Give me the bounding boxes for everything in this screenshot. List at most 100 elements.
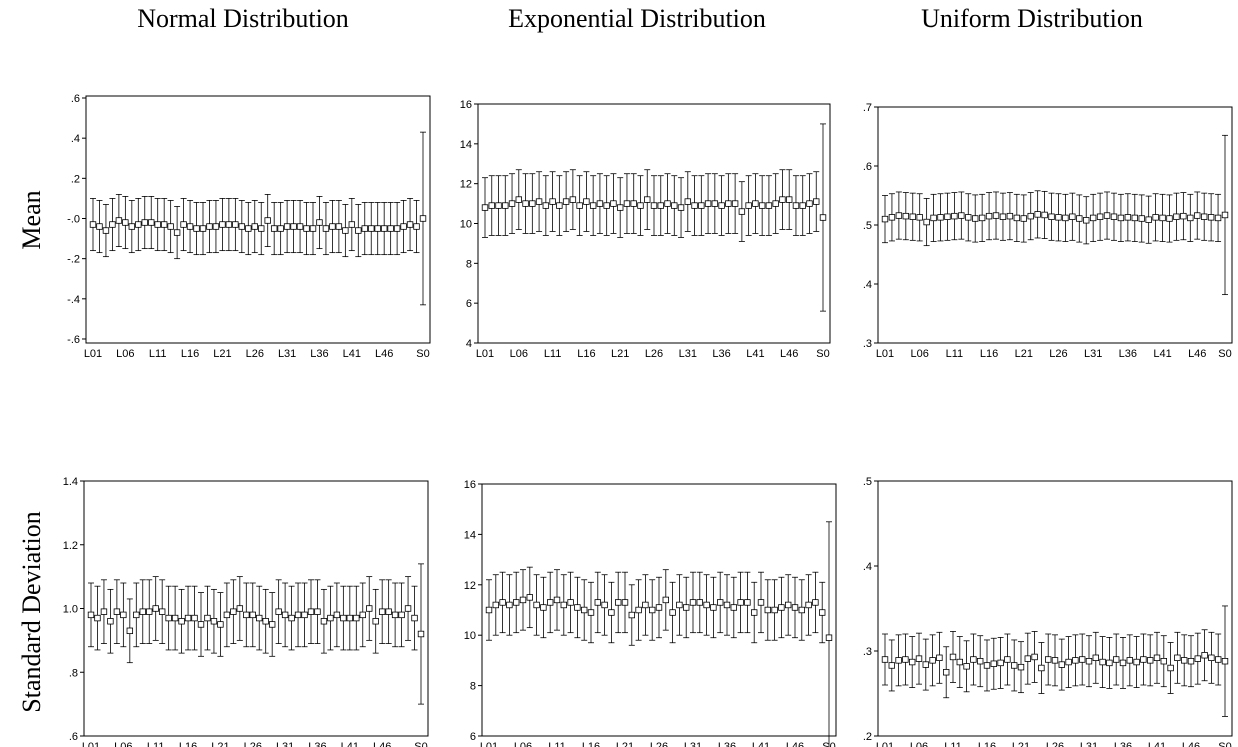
data-point — [1041, 211, 1048, 219]
data-point — [542, 202, 550, 209]
data-point — [1214, 214, 1222, 222]
data-point — [737, 599, 744, 606]
data-point — [1180, 212, 1187, 220]
data-point — [691, 202, 698, 209]
data-point — [1034, 211, 1041, 218]
x-tick-label: L21 — [213, 348, 231, 360]
data-point — [1207, 214, 1215, 221]
data-point — [288, 614, 295, 622]
data-point — [751, 609, 758, 616]
data-point — [1085, 658, 1093, 665]
data-point — [333, 611, 341, 619]
data-point — [1145, 216, 1152, 223]
data-point — [290, 223, 297, 230]
x-tick-label: L16 — [978, 741, 996, 747]
x-tick-label: L01 — [84, 348, 102, 360]
data-point — [1140, 656, 1147, 663]
data-point — [965, 214, 972, 221]
data-point — [717, 599, 724, 606]
data-point — [488, 202, 495, 209]
data-point — [949, 653, 957, 661]
x-tick-label: L06 — [510, 348, 528, 360]
y-tick-label: .7 — [863, 102, 872, 114]
data-point — [553, 596, 561, 604]
x-tick-label: S0 — [414, 741, 427, 747]
data-point — [158, 608, 166, 615]
data-point — [594, 599, 601, 606]
data-point — [909, 658, 916, 666]
data-point — [1013, 214, 1021, 222]
data-point — [243, 611, 250, 619]
x-tick-label: L36 — [718, 741, 736, 747]
data-point — [186, 223, 194, 230]
x-tick-label: L41 — [1148, 741, 1166, 747]
x-tick-label: L16 — [980, 348, 998, 360]
data-point — [1051, 657, 1059, 664]
y-tick-label: .2 — [71, 173, 80, 185]
data-point — [623, 200, 631, 207]
data-point — [615, 599, 622, 606]
y-tick-label: 8 — [466, 258, 472, 270]
data-point — [152, 605, 159, 612]
x-tick-label: L46 — [786, 741, 804, 747]
data-point — [951, 212, 958, 220]
data-point — [909, 213, 916, 220]
data-point — [1117, 214, 1125, 222]
data-point — [703, 601, 710, 609]
y-tick-label: 12 — [460, 179, 472, 191]
data-point — [1038, 664, 1045, 672]
data-point — [1103, 212, 1111, 219]
data-point — [283, 223, 291, 230]
data-point — [621, 599, 629, 606]
x-tick-label: L31 — [684, 741, 702, 747]
y-tick-label: .5 — [863, 476, 872, 488]
data-point — [264, 217, 271, 224]
data-point — [657, 202, 664, 209]
data-point — [1072, 657, 1079, 664]
data-point — [930, 214, 937, 222]
data-point — [642, 601, 649, 609]
x-tick-label: L16 — [582, 741, 600, 747]
data-point — [1045, 656, 1052, 663]
data-point — [1106, 659, 1113, 667]
data-point — [1096, 213, 1104, 220]
data-point — [704, 200, 712, 207]
x-tick-label: L11 — [147, 741, 165, 747]
y-tick-label: .5 — [863, 220, 872, 232]
data-point — [219, 221, 226, 228]
x-tick-label: L11 — [946, 348, 964, 360]
x-tick-label: L41 — [746, 348, 764, 360]
data-point — [346, 614, 354, 622]
x-tick-label: L46 — [375, 348, 393, 360]
x-tick-label: S0 — [816, 348, 829, 360]
x-tick-label: L21 — [1015, 348, 1033, 360]
data-point — [1126, 657, 1133, 664]
data-point — [146, 608, 153, 615]
data-point — [825, 634, 833, 641]
data-point — [556, 202, 563, 209]
x-tick-label: L16 — [179, 741, 197, 747]
x-tick-label: L06 — [114, 741, 132, 747]
data-point — [1092, 654, 1099, 661]
y-tick-label: .6 — [71, 93, 80, 105]
data-point — [217, 621, 224, 628]
x-tick-label: L41 — [343, 348, 361, 360]
data-point — [515, 196, 522, 203]
data-point — [923, 218, 930, 226]
data-point — [173, 229, 181, 236]
data-point — [1133, 658, 1140, 666]
data-point — [730, 604, 737, 611]
x-tick-label: L11 — [944, 741, 962, 747]
data-point — [977, 658, 984, 665]
data-point — [723, 601, 731, 609]
data-point — [199, 225, 207, 232]
x-tick-label: L01 — [480, 741, 498, 747]
data-point — [526, 594, 533, 601]
data-point — [481, 204, 489, 211]
data-point — [309, 225, 317, 232]
data-point — [929, 657, 936, 664]
panel-4: 1.4 1.2 1.0 .8 .6 L01 L06 L11 L16 L21 L26 L31 L36 L41… — [63, 476, 429, 747]
x-tick-label: L01 — [82, 741, 100, 747]
data-point — [1017, 663, 1025, 671]
